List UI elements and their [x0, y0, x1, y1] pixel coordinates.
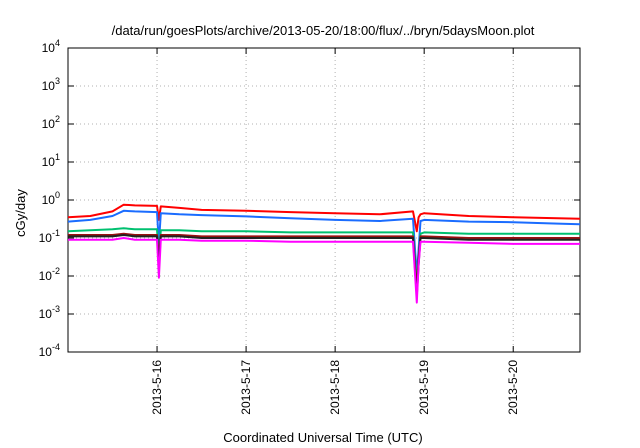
y-tick-label: 10-1 — [39, 228, 60, 245]
x-tick-label: 2013-5-16 — [150, 360, 164, 415]
y-tick-labels: 10-4 10-3 10-2 10-1 100 101 102 103 104 — [39, 38, 60, 359]
y-tick-label: 104 — [42, 38, 60, 55]
plot-frame — [67, 47, 581, 353]
series-line-6 — [68, 237, 580, 304]
series-line-1 — [67, 203, 581, 233]
series-group — [67, 203, 581, 304]
y-tick-label: 101 — [42, 152, 60, 169]
y-tick-label: 102 — [42, 114, 60, 131]
x-tick-label: 2013-5-17 — [239, 360, 253, 415]
series-line-5 — [68, 234, 580, 297]
y-tick-label: 10-4 — [39, 342, 60, 359]
y-tick-label: 10-3 — [39, 304, 60, 321]
x-axis-label: Coordinated Universal Time (UTC) — [223, 430, 422, 445]
y-tick-label: 100 — [42, 190, 60, 207]
x-tick-label: 2013-5-20 — [506, 360, 520, 415]
series-line-4 — [68, 232, 580, 293]
y-axis-label: cGy/day — [13, 189, 28, 237]
grid — [68, 47, 580, 353]
x-tick-label: 2013-5-19 — [417, 360, 431, 415]
x-tick-labels: 2013-5-16 2013-5-17 2013-5-18 2013-5-19 2013… — [150, 360, 520, 415]
series-line-3 — [67, 227, 580, 286]
series-line-2 — [67, 209, 581, 277]
chart-title: /data/run/goesPlots/archive/2013-05-20/1… — [112, 23, 535, 38]
x-tick-label: 2013-5-18 — [328, 360, 342, 415]
y-tick-label: 10-2 — [39, 266, 60, 283]
y-tick-label: 103 — [42, 76, 60, 93]
